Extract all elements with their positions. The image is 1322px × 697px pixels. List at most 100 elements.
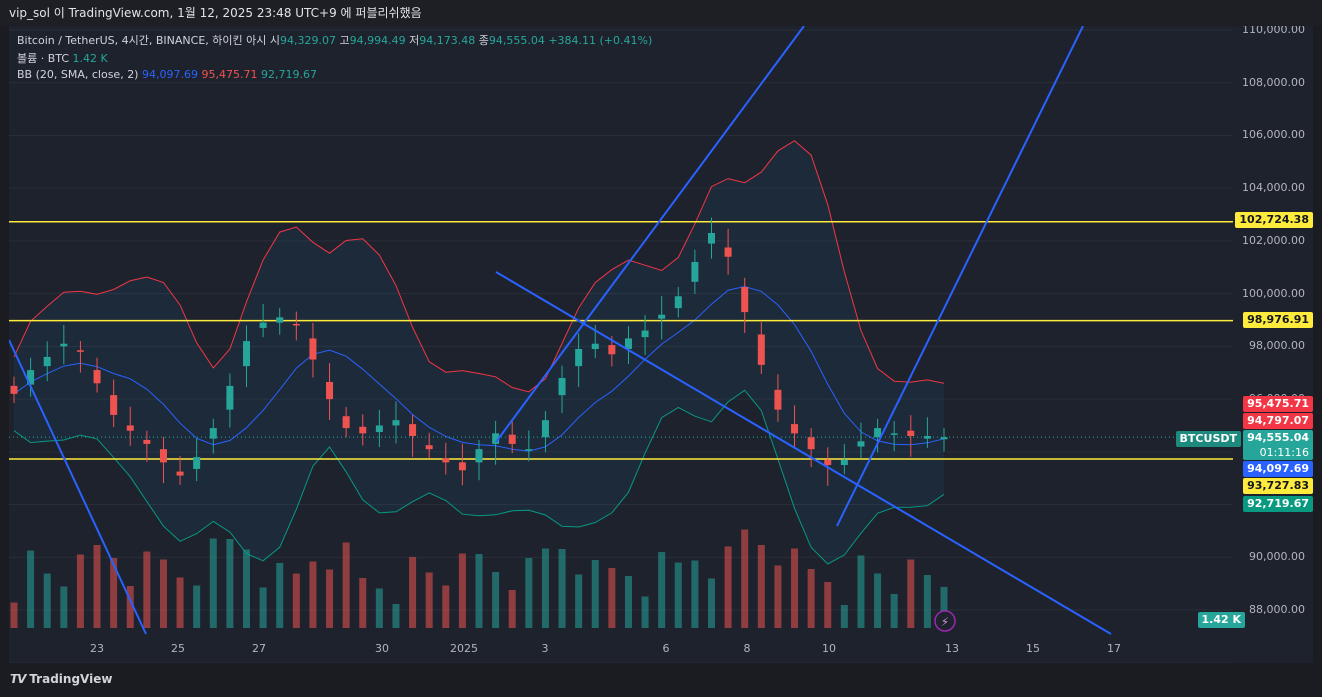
volume-bar <box>475 554 483 628</box>
legend-low: 94,173.48 <box>419 34 476 47</box>
candle-body <box>143 439 151 444</box>
candle-body <box>940 437 948 440</box>
volume-bar <box>541 548 549 628</box>
price-tag-volume: 1.42 K <box>1197 612 1245 628</box>
candle-body <box>475 449 483 463</box>
volume-bar <box>392 604 400 628</box>
candle-body <box>923 436 931 439</box>
legend-high-label: 고 <box>339 34 350 47</box>
candle-body <box>857 441 865 447</box>
volume-bar <box>923 575 931 628</box>
legend-bb-basis: 94,097.69 <box>141 68 198 81</box>
volume-bar <box>658 552 666 628</box>
candle-body <box>193 457 201 469</box>
publish-header-text: vip_sol 이 TradingView.com, 1월 12, 2025 2… <box>9 6 422 20</box>
volume-bar <box>840 605 848 628</box>
time-axis-label: 15 <box>1026 642 1040 655</box>
legend-open-label: 시 <box>269 34 280 47</box>
chart-canvas[interactable]: ⚡ <box>9 26 1313 663</box>
candle-body <box>60 343 68 347</box>
candle-body <box>641 330 649 338</box>
bb-upper-line <box>13 140 945 393</box>
volume-bar <box>774 565 782 628</box>
lightning-icon-glyph: ⚡ <box>941 615 949 629</box>
legend-open: 94,329.07 <box>280 34 336 47</box>
candle-body <box>724 247 732 257</box>
price-tag-prev: 94,797.07 <box>1243 413 1313 429</box>
candle-body <box>508 434 516 444</box>
volume-bar <box>857 555 865 628</box>
price-tag-bb-lower: 92,719.67 <box>1243 496 1313 512</box>
legend-bb-upper: 95,475.71 <box>201 68 258 81</box>
legend-bb-lower: 92,719.67 <box>260 68 317 81</box>
candle-body <box>608 345 616 355</box>
candle-body <box>243 341 250 367</box>
volume-bar <box>425 572 433 628</box>
candle-body <box>43 356 51 367</box>
candle-body <box>541 420 549 438</box>
candle-body <box>674 296 682 309</box>
volume-bar <box>458 553 466 628</box>
candle-body <box>907 430 915 436</box>
candle-body <box>126 425 134 431</box>
legend-bb: BB (20, SMA, close, 2) 94,097.69 95,475.… <box>17 68 317 81</box>
volume-bar <box>259 587 267 628</box>
candles <box>10 217 948 486</box>
volume-bar <box>907 559 915 628</box>
candle-body <box>691 262 699 282</box>
legend-volume-label: 볼륨 · BTC <box>17 52 70 65</box>
candle-body <box>791 424 799 434</box>
candle-body <box>409 424 417 436</box>
candle-body <box>159 449 167 463</box>
volume-bar <box>824 582 832 628</box>
time-axis-label: 30 <box>375 642 389 655</box>
volume-bar <box>359 578 367 628</box>
volume-bar <box>10 602 18 628</box>
volume-bar <box>143 551 151 628</box>
time-axis-label: 3 <box>541 642 549 655</box>
volume-bar <box>159 559 167 628</box>
candle-body <box>425 445 433 450</box>
candle-body <box>392 420 400 426</box>
chart-frame[interactable]: ⚡ Bitcoin / TetherUS, 4시간, BINANCE, 하이킨 … <box>9 26 1313 663</box>
volume-bar <box>209 538 217 628</box>
price-tag-last-value: 94,555.04 <box>1247 431 1309 444</box>
price-tag-bb-basis: 94,097.69 <box>1243 461 1313 477</box>
footer: 𝙏𝙑 TradingView <box>0 663 1322 697</box>
volume-bar <box>409 557 417 628</box>
volume-bar <box>27 550 35 628</box>
candle-body <box>708 233 715 244</box>
time-axis-label: 25 <box>171 642 185 655</box>
candle-body <box>110 395 118 415</box>
volume-bar <box>76 554 84 628</box>
tradingview-logo[interactable]: 𝙏𝙑 TradingView <box>10 672 112 686</box>
lightning-icon <box>934 610 956 632</box>
volume-bar <box>724 546 732 628</box>
volume-bar <box>176 577 184 628</box>
time-axis-label: 10 <box>822 642 836 655</box>
time-axis-label: 13 <box>945 642 959 655</box>
volume-bar <box>757 545 765 628</box>
volume-bar <box>442 585 450 628</box>
time-axis-label: 23 <box>90 642 104 655</box>
trendline <box>836 26 1084 527</box>
candle-body <box>209 428 217 439</box>
legend-high: 94,994.49 <box>349 34 406 47</box>
candle-body <box>226 385 234 410</box>
price-axis-label: 100,000.00 <box>1242 286 1305 300</box>
volume-bar <box>292 573 300 628</box>
volume-bar <box>43 573 51 628</box>
tradingview-brand: TradingView <box>29 672 113 686</box>
volume-bar <box>807 569 815 628</box>
legend-volume-value: 1.42 K <box>72 52 108 65</box>
price-axis-label: 106,000.00 <box>1242 128 1305 142</box>
volume-bar <box>940 586 948 628</box>
volume-bar <box>874 573 882 628</box>
volume-bar <box>508 590 516 628</box>
price-axis-label: 108,000.00 <box>1242 75 1305 89</box>
volume-bar <box>326 569 334 628</box>
trendline <box>9 339 147 635</box>
candle-body <box>342 416 350 429</box>
volume-bars <box>10 529 948 628</box>
legend-ohlc: Bitcoin / TetherUS, 4시간, BINANCE, 하이킨 아시… <box>17 32 652 48</box>
